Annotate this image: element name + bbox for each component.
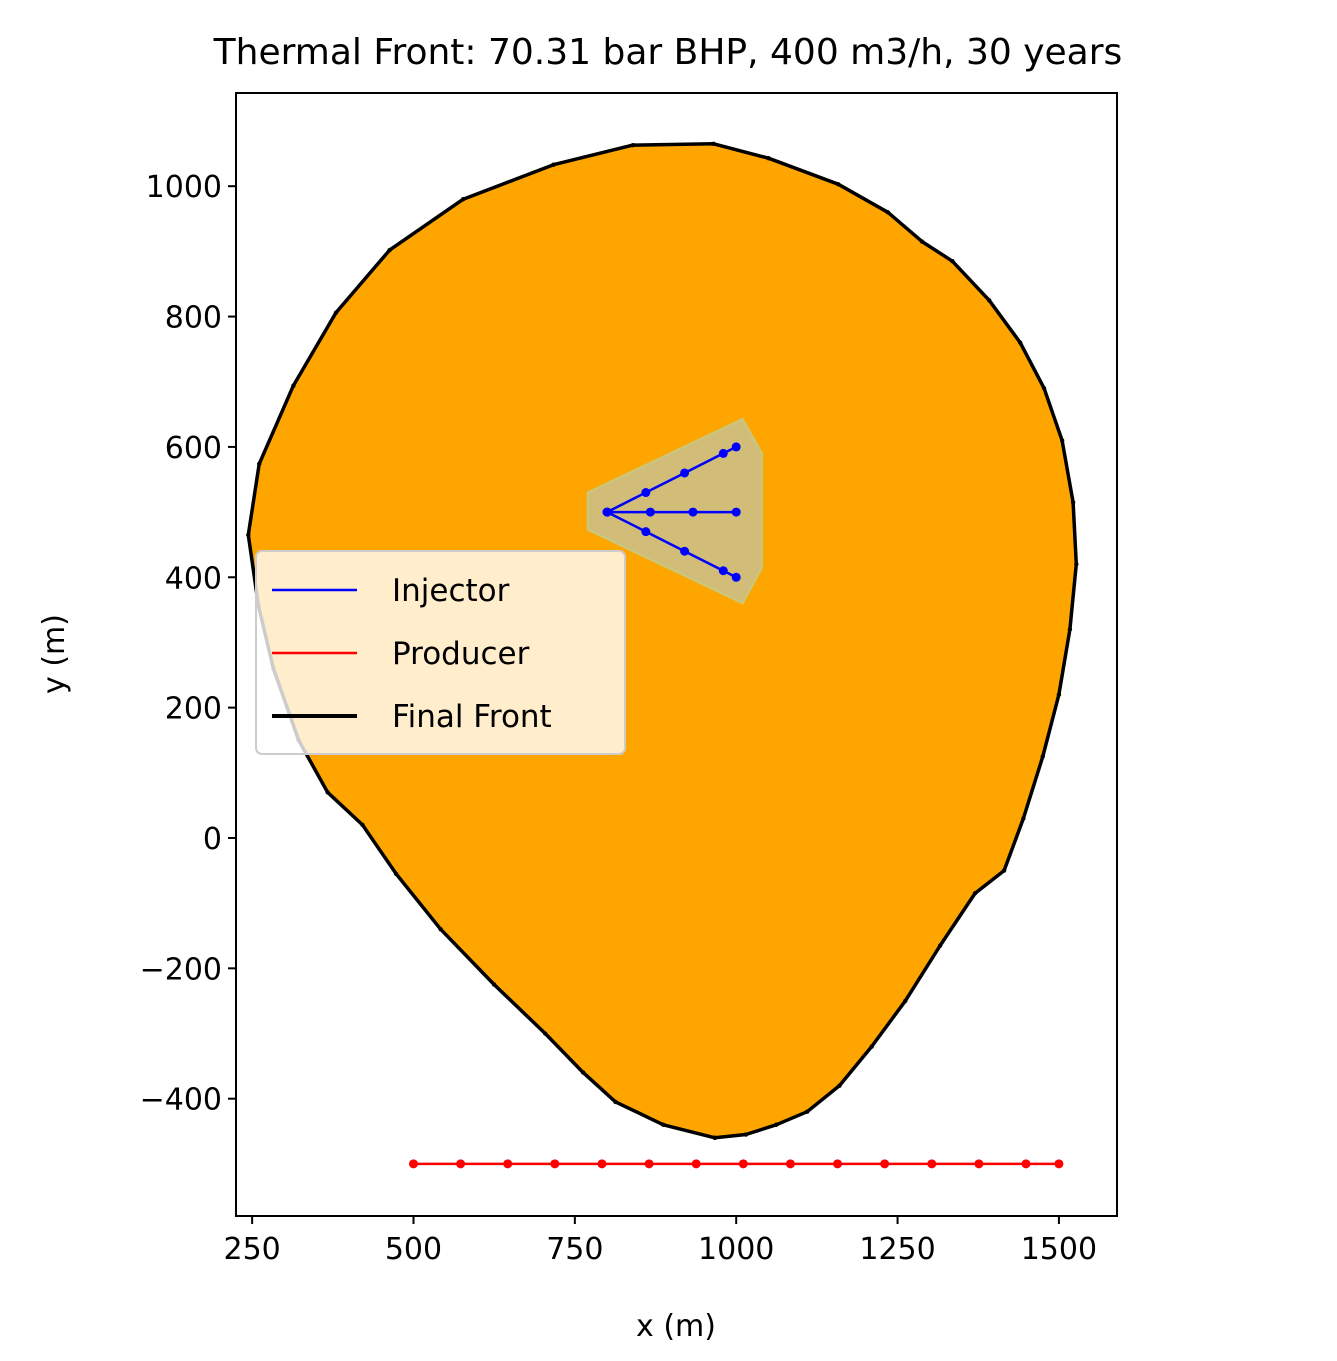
- front-point-43: [581, 1070, 586, 1075]
- y-tick-label-6: 800: [165, 301, 222, 336]
- front-point-5: [869, 1044, 874, 1049]
- front-point-3: [804, 1109, 810, 1114]
- front-point-39: [393, 871, 399, 877]
- front-point-10: [1021, 816, 1026, 821]
- front-point-30: [333, 310, 339, 315]
- producer-point-0: [408, 1159, 418, 1169]
- front-point-12: [1056, 692, 1062, 697]
- axis-ticks: 250 500 750 1000 1250 1500 −400 −200 0 200 400 600 8…: [140, 170, 1097, 1267]
- injector-point-2-0: [602, 507, 612, 517]
- front-point-19: [987, 298, 992, 303]
- x-tick-label-2: 750: [546, 1232, 603, 1267]
- front-point-42: [542, 1031, 548, 1036]
- legend-label-producer: Producer: [392, 636, 530, 672]
- front-point-22: [885, 210, 891, 215]
- x-tick-label-3: 1000: [698, 1232, 774, 1267]
- y-tick-label-0: −400: [140, 1083, 222, 1118]
- producer-point-13: [1021, 1159, 1031, 1169]
- axes-frame: [235, 92, 1118, 1217]
- chart-title: Thermal Front: 70.31 bar BHP, 400 m3/h, …: [213, 32, 1123, 73]
- front-point-7: [937, 943, 943, 948]
- producer-point-1: [456, 1159, 466, 1169]
- front-point-37: [325, 790, 330, 795]
- front-point-41: [491, 982, 497, 987]
- front-point-14: [1074, 562, 1079, 567]
- front-point-6: [903, 998, 908, 1004]
- x-tick-label-5: 1500: [1021, 1232, 1097, 1267]
- front-point-31: [291, 383, 296, 388]
- front-point-32: [257, 461, 262, 467]
- front-point-17: [1041, 386, 1047, 391]
- plot-area: [246, 141, 1079, 1169]
- x-tick-label-1: 500: [385, 1232, 442, 1267]
- front-point-44: [613, 1099, 618, 1105]
- producer-point-6: [691, 1159, 701, 1169]
- producer-point-7: [738, 1159, 748, 1169]
- front-point-29: [387, 247, 392, 253]
- front-point-23: [835, 182, 841, 187]
- front-point-25: [711, 141, 716, 147]
- x-axis-label: x (m): [636, 1309, 716, 1344]
- y-tick-label-4: 400: [165, 561, 222, 596]
- injector-point-1-2: [688, 507, 698, 517]
- front-point-16: [1059, 438, 1065, 443]
- injector-point-2-1: [641, 527, 651, 537]
- injector-point-1-3: [731, 507, 741, 517]
- producer-point-14: [1054, 1159, 1064, 1169]
- y-tick-label-3: 200: [165, 692, 222, 727]
- y-tick-label-7: 1000: [146, 170, 222, 205]
- producer-point-12: [974, 1159, 984, 1169]
- injector-point-0-3: [718, 448, 728, 458]
- front-point-4: [837, 1083, 842, 1088]
- front-point-28: [460, 197, 466, 202]
- front-point-40: [438, 927, 443, 932]
- front-point-20: [950, 258, 955, 264]
- y-tick-label-5: 600: [165, 431, 222, 466]
- y-tick-label-1: −200: [140, 952, 222, 987]
- producer-point-9: [833, 1159, 843, 1169]
- producer-point-10: [880, 1159, 890, 1169]
- front-point-11: [1040, 754, 1045, 759]
- front-point-33: [246, 532, 251, 538]
- injector-point-0-4: [731, 442, 741, 452]
- producer-point-8: [785, 1159, 795, 1169]
- producer-point-3: [550, 1159, 560, 1169]
- injector-point-0-1: [641, 488, 651, 498]
- front-point-9: [1001, 868, 1007, 873]
- legend-box: [255, 550, 626, 755]
- injector-point-0-2: [680, 468, 690, 478]
- injector-point-2-3: [718, 566, 728, 576]
- front-point-13: [1067, 627, 1073, 632]
- x-tick-label-4: 1250: [859, 1232, 935, 1267]
- producer-point-5: [644, 1159, 654, 1169]
- front-point-1: [743, 1132, 749, 1137]
- injector-point-1-1: [645, 507, 655, 517]
- front-fill: [248, 143, 1077, 1138]
- front-point-24: [766, 155, 771, 161]
- injector-point-2-4: [731, 572, 741, 582]
- legend: Injector Producer Final Front: [255, 550, 626, 755]
- front-point-27: [551, 162, 556, 167]
- producer-point-11: [927, 1159, 937, 1169]
- front-point-26: [630, 142, 636, 148]
- legend-label-injector: Injector: [392, 573, 510, 609]
- front-point-45: [661, 1122, 666, 1127]
- producer-point-4: [597, 1159, 607, 1169]
- front-point-2: [774, 1122, 779, 1127]
- y-axis-label: y (m): [37, 614, 72, 694]
- injector-point-2-2: [680, 546, 690, 556]
- front-point-8: [972, 891, 978, 896]
- front-point-38: [360, 822, 365, 828]
- front-point-21: [919, 239, 925, 244]
- x-tick-label-0: 250: [224, 1232, 281, 1267]
- producer-point-2: [503, 1159, 513, 1169]
- legend-label-final-front: Final Front: [392, 699, 552, 735]
- front-point-18: [1017, 340, 1023, 345]
- front-point-46: [712, 1135, 718, 1140]
- front-point-15: [1070, 500, 1076, 505]
- y-tick-label-2: 0: [203, 822, 222, 857]
